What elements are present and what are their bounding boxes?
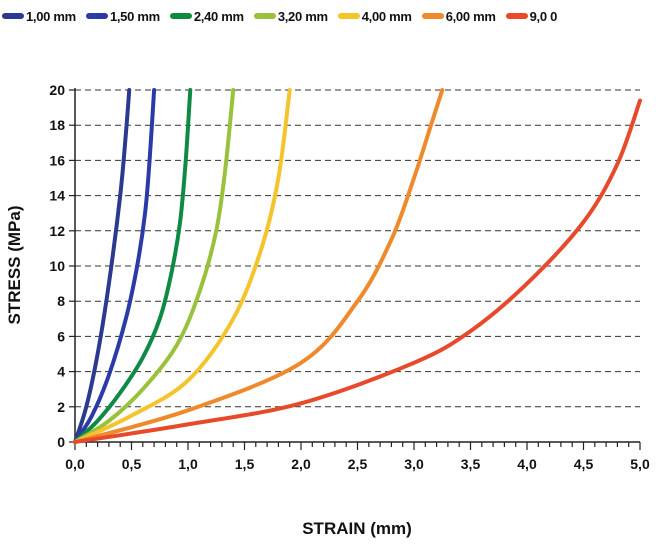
- chart-legend: 1,00 mm 1,50 mm 2,40 mm 3,20 mm 4,00 mm 6,00 …: [2, 4, 654, 28]
- y-tick-label: 8: [57, 293, 65, 309]
- x-tick-label: 4,5: [574, 456, 594, 472]
- series-line: [73, 98, 642, 444]
- legend-item: 1,50 mm: [85, 8, 160, 24]
- x-tick-label: 0,5: [122, 456, 142, 472]
- y-tick-label: 20: [49, 82, 65, 98]
- y-tick-label: 14: [49, 188, 65, 204]
- legend-swatch: [253, 13, 276, 19]
- legend-item: 6,00 mm: [421, 8, 496, 24]
- x-tick-label: 0,0: [65, 456, 85, 472]
- legend-swatch: [169, 13, 192, 19]
- y-tick-label: 0: [57, 434, 65, 450]
- legend-swatch: [85, 13, 108, 19]
- series-line: [73, 88, 193, 444]
- legend-label: 2,40 mm: [193, 8, 244, 24]
- x-tick-label: 3,5: [461, 456, 481, 472]
- x-tick-label: 1,5: [235, 456, 255, 472]
- y-axis-title: STRESS (MPa): [5, 205, 24, 324]
- y-tick-label: 4: [57, 364, 65, 380]
- series-line: [73, 88, 445, 444]
- legend-label: 4,00 mm: [361, 8, 412, 24]
- y-tick-label: 6: [57, 328, 65, 344]
- axes: 0 2 4 6 8 10 12 14 16 18 20 0,0 0,5 1,0 1,5 2,0 2,5 3,0 3,…: [49, 82, 650, 472]
- legend-item: 9,0 0: [505, 8, 558, 24]
- series-line: [73, 88, 236, 444]
- x-axis-title: STRAIN (mm): [302, 519, 412, 538]
- legend-label: 6,00 mm: [445, 8, 496, 24]
- x-tick-label: 2,5: [348, 456, 368, 472]
- legend-swatch: [421, 13, 444, 19]
- legend-item: 1,00 mm: [2, 9, 76, 24]
- x-tick-label: 3,0: [404, 456, 424, 472]
- series-line: [73, 88, 292, 444]
- x-tick-label: 1,0: [178, 456, 198, 472]
- x-tick-label: 5,0: [630, 456, 650, 472]
- legend-label: 9,0 0: [529, 8, 558, 24]
- legend-label: 3,20 mm: [277, 8, 328, 24]
- series-line: [73, 88, 132, 444]
- x-tick-label: 4,0: [517, 456, 537, 472]
- series-lines: [73, 88, 642, 444]
- y-tick-label: 16: [49, 152, 65, 168]
- y-tick-label: 12: [49, 223, 65, 239]
- legend-swatch: [505, 13, 528, 19]
- legend-swatch: [337, 13, 360, 19]
- x-tick-label: 2,0: [291, 456, 311, 472]
- legend-item: 2,40 mm: [169, 8, 244, 24]
- legend-item: 3,20 mm: [253, 8, 328, 24]
- y-tick-label: 18: [49, 117, 65, 133]
- y-tick-label: 2: [57, 399, 65, 415]
- legend-label: 1,50 mm: [109, 8, 160, 24]
- legend-label: 1,00 mm: [26, 8, 76, 24]
- series-line: [73, 88, 157, 444]
- y-tick-label: 10: [49, 258, 65, 274]
- legend-item: 4,00 mm: [337, 8, 412, 24]
- legend-swatch: [2, 13, 24, 19]
- grid: [75, 89, 640, 408]
